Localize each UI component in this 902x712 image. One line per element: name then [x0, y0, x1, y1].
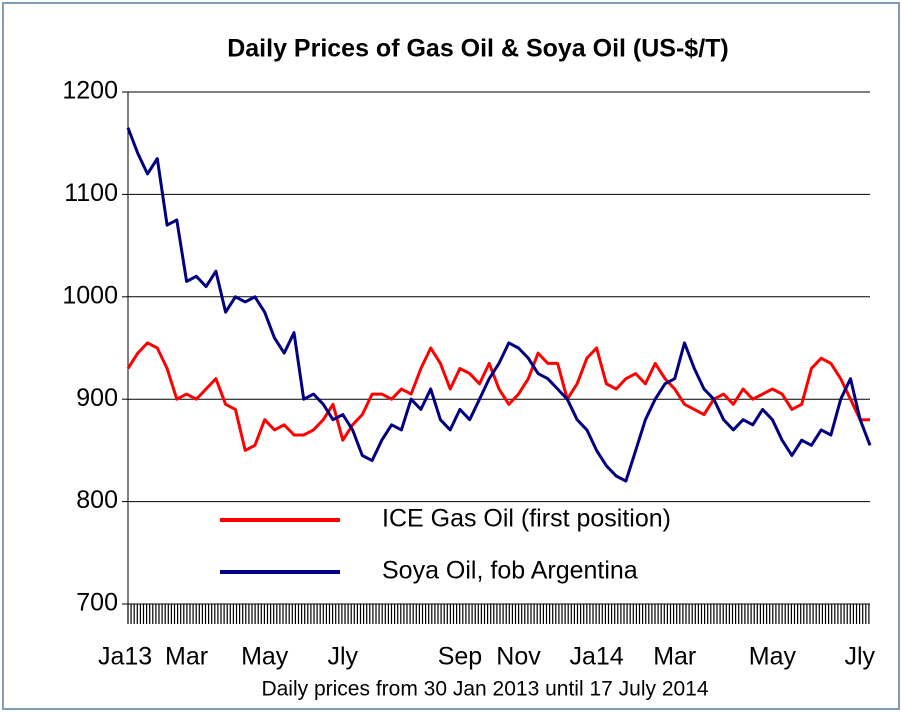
- x-tick-label: Mar: [165, 643, 208, 671]
- x-tick-label: Nov: [496, 643, 541, 671]
- x-tick-label: May: [241, 643, 289, 671]
- legend-label: ICE Gas Oil (first position): [382, 505, 671, 533]
- series-line: [126, 127, 872, 483]
- x-axis-title: Daily prices from 30 Jan 2013 until 17 J…: [261, 678, 708, 701]
- x-tick-label: Jly: [328, 643, 359, 671]
- x-tick-label: May: [749, 643, 797, 671]
- x-tick-label: Sep: [438, 643, 482, 671]
- x-tick-label: Ja14: [570, 643, 624, 671]
- y-tick-label: 700: [76, 589, 118, 617]
- chart-title: Daily Prices of Gas Oil & Soya Oil (US-$…: [227, 35, 729, 63]
- y-tick-label: 800: [76, 486, 118, 514]
- series-line: [126, 341, 870, 452]
- y-tick-label: 900: [76, 384, 118, 412]
- x-tick-label: Mar: [653, 643, 696, 671]
- y-tick-label: 1200: [62, 77, 118, 105]
- y-tick-label: 1100: [64, 179, 118, 207]
- y-tick-label: 1000: [62, 281, 118, 309]
- x-tick-label: Ja13: [98, 643, 152, 671]
- legend-label: Soya Oil, fob Argentina: [382, 557, 638, 585]
- x-tick-label: Jly: [844, 643, 875, 671]
- x-axis-ticks: [127, 604, 870, 624]
